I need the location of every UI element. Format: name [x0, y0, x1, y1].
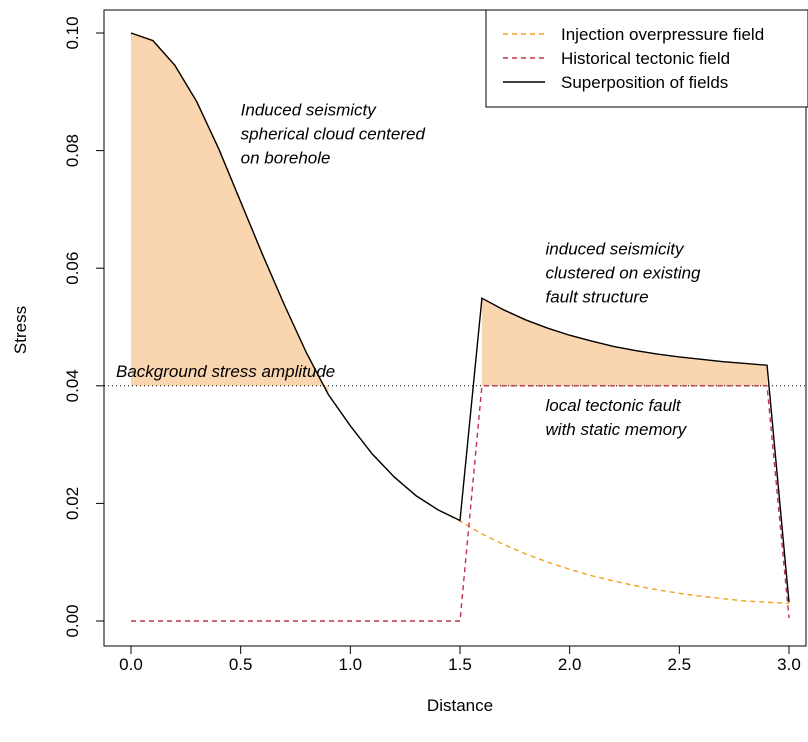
shaded-region-2	[481, 298, 768, 386]
y-axis-label: Stress	[11, 306, 30, 354]
x-tick-label: 2.5	[668, 655, 692, 674]
x-tick-label: 1.0	[339, 655, 363, 674]
x-axis-label: Distance	[427, 696, 493, 715]
annotation-2-line: induced seismicity	[546, 240, 685, 259]
x-tick-label: 0.0	[119, 655, 143, 674]
legend: Injection overpressure field Historical t…	[485, 9, 808, 108]
annotation-3-line: local tectonic fault	[546, 396, 682, 415]
y-tick-label: 0.00	[63, 604, 82, 637]
background-level-label: Background stress amplitude	[116, 362, 335, 381]
annotation-1-line: Induced seismicty	[241, 100, 378, 119]
series-line-2	[131, 385, 790, 622]
annotations: Induced seismicty spherical cloud centere…	[241, 100, 701, 439]
series-line-3	[130, 32, 790, 603]
annotation-1-line: on borehole	[241, 148, 331, 167]
y-tick-label: 0.08	[63, 134, 82, 167]
annotation-2-line: clustered on existing	[546, 264, 702, 283]
legend-label: Historical tectonic field	[561, 49, 730, 68]
annotation-3-line: with static memory	[546, 420, 688, 439]
shaded-regions	[131, 33, 768, 395]
y-tick-label: 0.04	[63, 369, 82, 402]
x-tick-label: 0.5	[229, 655, 253, 674]
series-lines	[130, 32, 790, 622]
shaded-region-1	[131, 33, 329, 395]
x-tick-label: 3.0	[777, 655, 801, 674]
legend-label: Injection overpressure field	[561, 25, 764, 44]
x-tick-label: 1.5	[448, 655, 472, 674]
plot-frame	[103, 9, 807, 647]
y-tick-label: 0.10	[63, 16, 82, 49]
y-tick-label: 0.06	[63, 252, 82, 285]
y-tick-label: 0.02	[63, 487, 82, 520]
x-tick-label: 2.0	[558, 655, 582, 674]
background-level: Background stress amplitude	[104, 362, 806, 387]
axes: 0.0 0.5 1.0 1.5 2.0 2.5 3.0 0.00 0.02 0.04 0.06 0.0…	[63, 9, 807, 674]
annotation-2-line: fault structure	[546, 288, 649, 307]
annotation-1-line: spherical cloud centered	[241, 124, 426, 143]
legend-label: Superposition of fields	[561, 73, 728, 92]
